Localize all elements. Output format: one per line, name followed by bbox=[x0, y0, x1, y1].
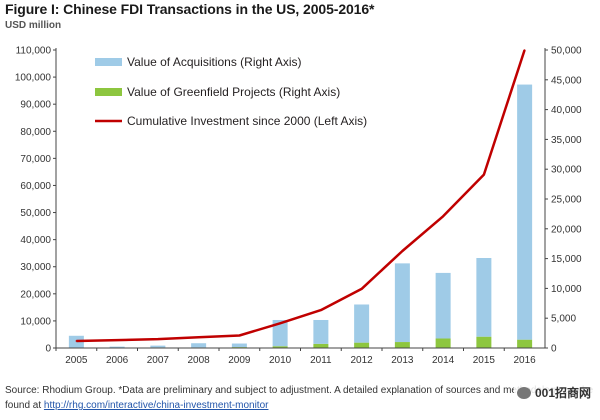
x-tick-label: 2012 bbox=[351, 355, 374, 366]
right-tick-label: 10,000 bbox=[551, 284, 582, 295]
greenfield-bar bbox=[313, 343, 329, 348]
left-tick-label: 20,000 bbox=[20, 289, 51, 300]
axes-layer: 0 10,000 20,000 30,000 40,000 50,000 60,000 70,… bbox=[15, 46, 582, 367]
cumulative-investment-point bbox=[483, 173, 485, 176]
right-tick-label: 5,000 bbox=[551, 314, 576, 325]
chart: 0 10,000 20,000 30,000 40,000 50,000 60,000 70,… bbox=[15, 46, 582, 367]
cumulative-investment-point bbox=[75, 340, 78, 342]
cumulative-investment-point bbox=[360, 288, 363, 290]
acquisition-bar bbox=[191, 343, 207, 348]
acquisition-bar bbox=[313, 319, 329, 344]
x-tick-label: 2008 bbox=[188, 355, 211, 366]
acquisition-bar bbox=[272, 319, 288, 347]
x-tick-label: 2009 bbox=[228, 355, 251, 366]
x-tick-label: 2006 bbox=[106, 355, 129, 366]
greenfield-bar bbox=[435, 338, 451, 348]
cumulative-investment-line bbox=[76, 49, 526, 343]
x-tick-label: 2005 bbox=[65, 355, 88, 366]
source-note: Source: Rhodium Group. *Data are prelimi… bbox=[5, 383, 595, 413]
greenfield-bar bbox=[517, 339, 533, 348]
legend-swatch-bar bbox=[95, 88, 122, 96]
x-tick-label: 2013 bbox=[391, 355, 414, 366]
acquisition-bar bbox=[109, 346, 125, 348]
greenfield-bar bbox=[354, 342, 370, 348]
left-tick-label: 90,000 bbox=[20, 100, 51, 111]
left-tick-label: 30,000 bbox=[20, 262, 51, 273]
cumulative-investment-point bbox=[442, 215, 444, 218]
acquisition-bar bbox=[394, 263, 410, 343]
cumulative-investment-point bbox=[197, 336, 200, 338]
left-tick-label: 70,000 bbox=[20, 154, 51, 165]
acquisition-bar bbox=[150, 345, 166, 348]
x-tick-label: 2010 bbox=[269, 355, 292, 366]
acquisition-bar bbox=[435, 272, 451, 339]
left-tick-label: 110,000 bbox=[16, 46, 52, 57]
left-tick-label: 50,000 bbox=[20, 208, 51, 219]
left-tick-label: 100,000 bbox=[15, 73, 52, 84]
x-tick-label: 2011 bbox=[310, 355, 332, 366]
greenfield-bar bbox=[272, 346, 288, 348]
cumulative-investment-point bbox=[157, 338, 159, 340]
right-tick-label: 30,000 bbox=[551, 165, 582, 176]
chart-title: Figure I: Chinese FDI Transactions in th… bbox=[5, 1, 375, 17]
acquisition-bar bbox=[354, 304, 370, 343]
bars-layer bbox=[68, 84, 533, 348]
line-layer bbox=[75, 49, 526, 343]
source-link[interactable]: http://rhg.com/interactive/china-investm… bbox=[43, 400, 269, 411]
watermark-text: 001招商网 bbox=[534, 386, 591, 400]
x-tick-label: 2015 bbox=[473, 355, 496, 366]
right-tick-label: 0 bbox=[551, 344, 557, 355]
source-text: Rhodium Group. *Data are preliminary and… bbox=[5, 385, 594, 411]
acquisition-bar bbox=[231, 343, 247, 348]
acquisition-bar bbox=[517, 84, 533, 340]
cumulative-investment-point bbox=[320, 309, 322, 311]
wechat-icon bbox=[516, 386, 531, 399]
legend-label: Value of Greenfield Projects (Right Axis… bbox=[127, 85, 340, 99]
right-tick-label: 15,000 bbox=[551, 254, 582, 265]
right-tick-label: 25,000 bbox=[551, 195, 582, 206]
cumulative-investment-point bbox=[116, 339, 118, 341]
cumulative-investment-point bbox=[238, 334, 241, 337]
chart-subtitle: USD million bbox=[5, 20, 62, 31]
cumulative-investment-point bbox=[279, 322, 281, 325]
x-tick-label: 2016 bbox=[514, 355, 537, 366]
legend: Value of Acquisitions (Right Axis) Value … bbox=[95, 55, 367, 128]
left-tick-label: 10,000 bbox=[20, 316, 51, 327]
legend-label: Value of Acquisitions (Right Axis) bbox=[127, 55, 302, 69]
x-tick-label: 2014 bbox=[432, 355, 455, 366]
right-tick-label: 45,000 bbox=[551, 75, 582, 86]
legend-swatch-bar bbox=[95, 58, 122, 66]
watermark: 001招商网 bbox=[513, 384, 594, 401]
cumulative-investment-point bbox=[401, 250, 404, 252]
right-tick-label: 50,000 bbox=[551, 46, 582, 57]
source-label: Source: bbox=[5, 385, 40, 396]
greenfield-bar bbox=[476, 336, 492, 348]
left-tick-label: 0 bbox=[45, 344, 51, 355]
left-tick-label: 40,000 bbox=[20, 235, 51, 246]
x-tick-label: 2007 bbox=[147, 355, 170, 366]
left-tick-label: 80,000 bbox=[20, 127, 51, 138]
right-tick-label: 20,000 bbox=[551, 224, 582, 235]
cumulative-investment-point bbox=[523, 49, 526, 51]
acquisition-bar bbox=[476, 258, 492, 337]
legend-label: Cumulative Investment since 2000 (Left A… bbox=[127, 114, 367, 128]
greenfield-bar bbox=[394, 342, 410, 348]
right-tick-label: 35,000 bbox=[551, 135, 582, 146]
left-tick-label: 60,000 bbox=[20, 181, 51, 192]
right-tick-label: 40,000 bbox=[551, 105, 582, 116]
